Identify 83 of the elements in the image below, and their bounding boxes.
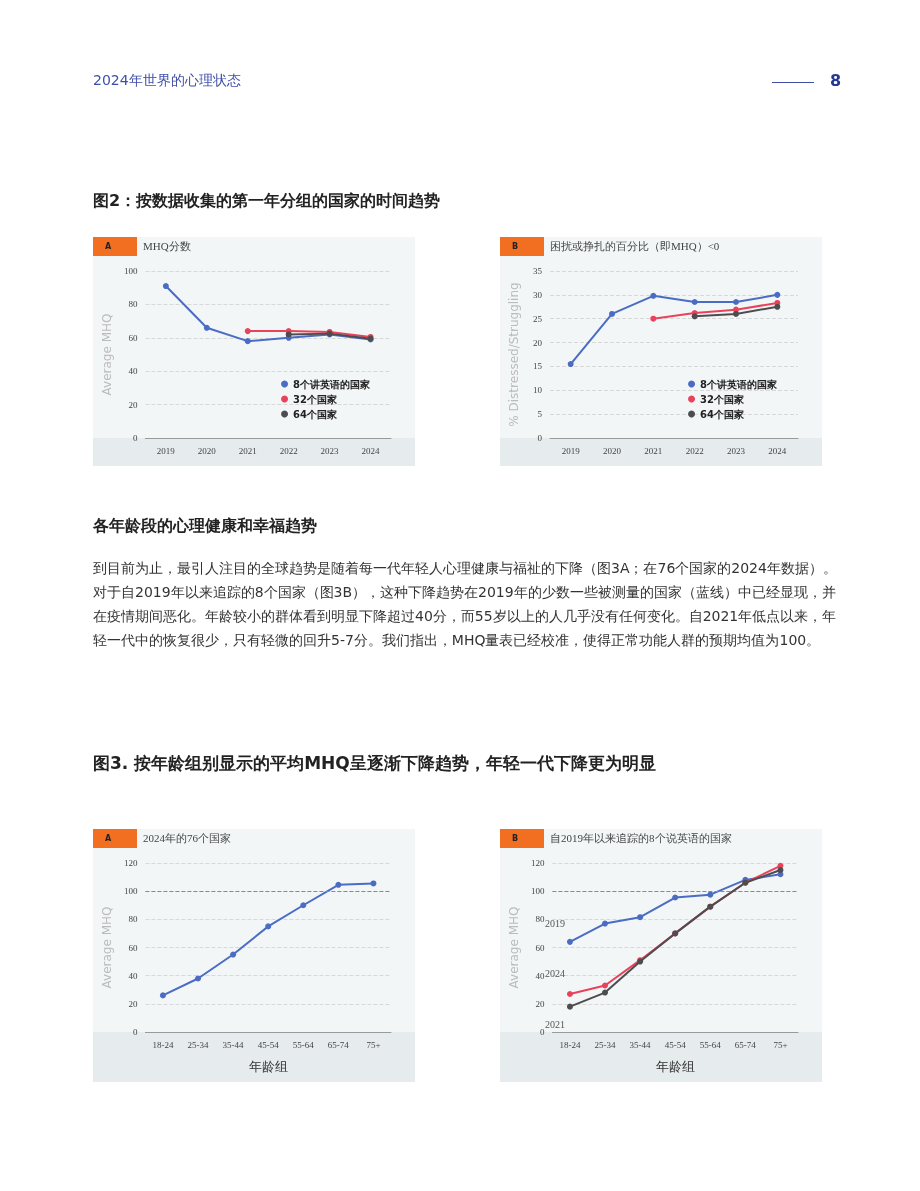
y-tick-label: 20 [128, 399, 138, 410]
x-tick-label: 2023 [320, 445, 340, 456]
chart-title: B [500, 237, 544, 256]
y-tick-label: 20 [533, 337, 543, 348]
y-tick-label: 60 [128, 332, 138, 343]
x-tick-label: 45-54 [664, 1039, 687, 1050]
y-tick-label: 0 [537, 433, 543, 443]
x-tick-label: 2020 [603, 445, 622, 456]
y-tick-label: 120 [530, 858, 545, 868]
x-tick-label: 2022 [685, 445, 704, 456]
x-tick-label: 65-74 [327, 1039, 350, 1050]
chart-title: A [93, 829, 137, 848]
legend-label: 64个国家 [293, 408, 337, 420]
y-tick-label: 0 [132, 433, 138, 443]
legend-label: 8个讲英语的国家 [293, 378, 371, 390]
x-tick-label: 2020 [197, 445, 217, 456]
series-label: 2024 [544, 968, 565, 980]
x-tick-label: 65-74 [734, 1039, 757, 1050]
y-axis-title: % Distressed/Struggling [507, 282, 521, 427]
y-tick-label: 0 [132, 1027, 138, 1037]
legend-label: 64个国家 [700, 408, 744, 420]
y-tick-label: 40 [535, 970, 545, 981]
x-tick-label: 18-24 [152, 1039, 174, 1050]
y-tick-label: 20 [128, 998, 138, 1009]
text: 2024年世界的心理状态 [93, 72, 241, 90]
y-tick-label: 10 [533, 385, 543, 396]
x-tick-label: 2022 [279, 445, 298, 456]
x-tick-label: 2024 [361, 445, 381, 456]
x-axis-title: 年龄组 [655, 1059, 695, 1074]
legend-label: 32个国家 [293, 393, 337, 405]
chart-subtitle: 困扰或挣扎的百分比（即MHQ）<0 [550, 239, 720, 254]
x-tick-label: 25-34 [594, 1039, 617, 1050]
x-tick-label: 2019 [561, 445, 581, 456]
y-tick-label: 100 [123, 266, 138, 276]
chart-subtitle: 2024年的76个国家 [143, 831, 231, 846]
y-tick-label: 100 [123, 886, 138, 897]
series-label: 2019 [544, 918, 565, 930]
x-axis-title: 年龄组 [248, 1059, 288, 1074]
y-tick-label: 25 [533, 313, 543, 324]
x-tick-label: 2021 [238, 445, 257, 456]
x-tick-label: 55-64 [292, 1039, 315, 1050]
chart-title: A [93, 237, 137, 256]
x-tick-label: 2024 [768, 445, 787, 456]
chart-subtitle: 自2019年以来追踪的8个说英语的国家 [550, 831, 732, 846]
x-tick-label: 55-64 [699, 1039, 722, 1050]
y-axis-title: Average MHQ [100, 313, 114, 396]
x-tick-label: 2023 [727, 445, 746, 456]
chart-title: B [500, 829, 544, 848]
y-tick-label: 100 [530, 886, 545, 897]
series-label: 2021 [544, 1019, 565, 1031]
y-tick-label: 80 [128, 299, 138, 310]
y-axis-title: Average MHQ [507, 906, 521, 989]
text: 到目前为止，最引人注目的全球趋势是随着每一代年轻人心理健康与福祉的下降（图3A；在76个国家的2024年数据）。对于自2019年以来追踪的8个国家（图3B），这种下降趋势在2019年的少数一些被测量的国家（蓝线）中已经显现，并在疫情期间恶化。年龄较小的群体看到明显下降超过40分，而55岁以上的人几乎没有任何变化。自2021年低点以来，年轻一代中的恢复很少，只有轻微的回升5-7分。我们指出，MHQ量表已经校准，使得正常功能人群的预期均值为100。 [93, 559, 838, 650]
y-tick-label: 60 [535, 942, 545, 953]
chart-subtitle: MHQ分数 [143, 239, 191, 254]
x-tick-label: 25-34 [187, 1039, 210, 1050]
legend-label: 8个讲英语的国家 [700, 378, 778, 390]
x-tick-label: 75+ [773, 1039, 788, 1050]
x-tick-label: 18-24 [559, 1039, 581, 1050]
y-tick-label: 5 [537, 409, 543, 420]
y-tick-label: 120 [123, 858, 138, 868]
caption: 图3. 按年龄组别显示的平均MHQ呈逐渐下降趋势，年轻一代下降更为明显 [93, 752, 656, 775]
y-tick-label: 20 [535, 998, 545, 1009]
x-tick-label: 35-44 [629, 1039, 652, 1050]
x-tick-label: 45-54 [257, 1039, 280, 1050]
y-tick-label: 80 [128, 914, 138, 925]
x-tick-label: 2019 [156, 445, 176, 456]
y-tick-label: 40 [128, 970, 138, 981]
y-tick-label: 15 [533, 361, 543, 372]
legend-label: 32个国家 [700, 393, 744, 405]
caption: 图2：按数据收集的第一年分组的国家的时间趋势 [93, 191, 441, 212]
y-tick-label: 30 [533, 289, 543, 300]
y-tick-label: 80 [535, 914, 545, 925]
y-tick-label: 0 [539, 1027, 545, 1037]
y-tick-label: 60 [128, 942, 138, 953]
x-tick-label: 2021 [644, 445, 663, 456]
y-tick-label: 40 [128, 366, 138, 377]
y-axis-title: Average MHQ [100, 906, 114, 989]
x-tick-label: 75+ [366, 1039, 381, 1050]
text: 各年龄段的心理健康和幸福趋势 [93, 516, 317, 537]
x-tick-label: 35-44 [222, 1039, 245, 1050]
y-tick-label: 35 [533, 266, 543, 276]
text: 8 [830, 71, 842, 90]
